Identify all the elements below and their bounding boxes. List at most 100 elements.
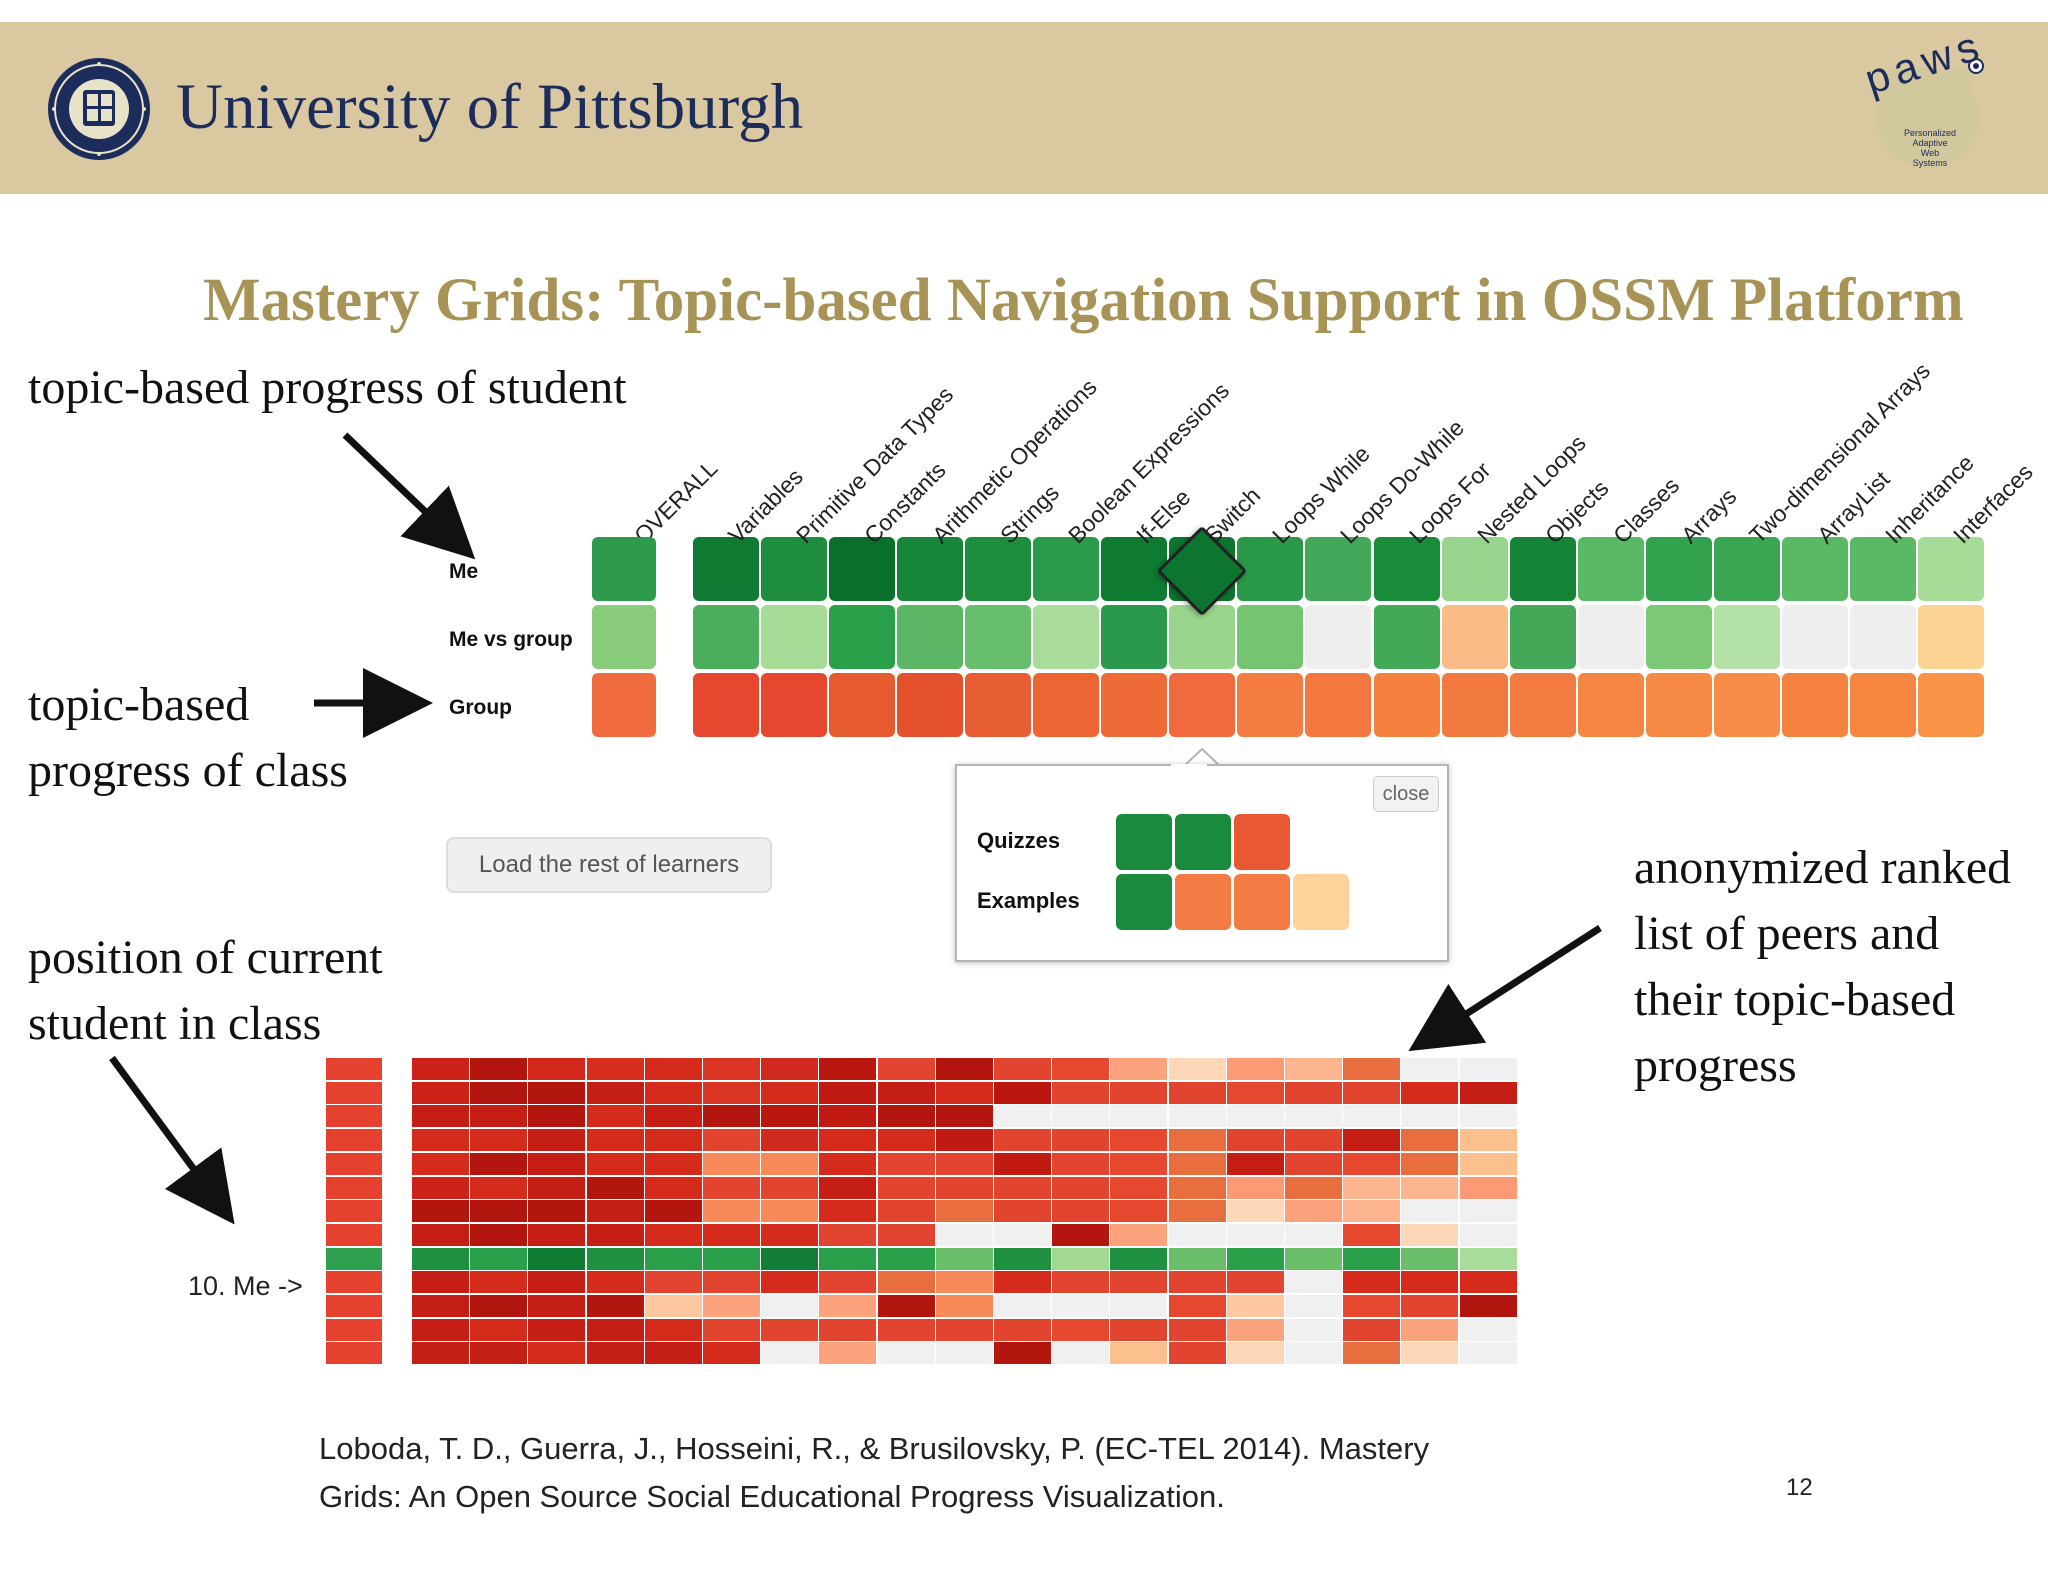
peer-row-5-cell-2[interactable]: [470, 1152, 528, 1175]
peer-row-2-cell-3[interactable]: [528, 1081, 586, 1104]
peer-row-13-cell-13[interactable]: [1110, 1342, 1168, 1365]
peer-row-11-cell-11[interactable]: [994, 1295, 1051, 1317]
peer-row-13-cell-19[interactable]: [1459, 1342, 1517, 1365]
cell-me-primitive-data-types[interactable]: [761, 537, 828, 601]
peer-row-4-cell-18[interactable]: [1401, 1129, 1459, 1152]
peer-row-9-cell-19[interactable]: [1459, 1247, 1517, 1270]
peer-row-11-cell-7[interactable]: [761, 1295, 819, 1317]
popup-cell-examples-3[interactable]: [1234, 874, 1290, 930]
peer-row-11-cell-15[interactable]: [1226, 1295, 1284, 1317]
peer-row-13-cell-12[interactable]: [1052, 1342, 1110, 1365]
peer-row-3-cell-18[interactable]: [1401, 1105, 1459, 1128]
peer-row-1-cell-7[interactable]: [761, 1058, 819, 1080]
peer-row-7-cell-6[interactable]: [703, 1200, 760, 1223]
cell-me-arrays[interactable]: [1645, 537, 1712, 601]
peer-row-10-cell-8[interactable]: [819, 1271, 877, 1294]
peer-row-2-cell-14[interactable]: [1168, 1081, 1226, 1104]
peer-row-6-cell-2[interactable]: [470, 1176, 528, 1199]
cell-group-loops-while[interactable]: [1237, 673, 1304, 737]
cell-group-overall[interactable]: [592, 673, 656, 737]
cell-me-strings[interactable]: [965, 537, 1032, 601]
peer-row-8-cell-10[interactable]: [935, 1223, 993, 1246]
peer-row-5-cell-1[interactable]: [412, 1152, 469, 1175]
peer-row-7-overall[interactable]: [326, 1200, 382, 1223]
peer-row-1-cell-11[interactable]: [994, 1058, 1051, 1080]
peer-row-3-cell-2[interactable]: [470, 1105, 528, 1128]
peer-row-3-cell-19[interactable]: [1459, 1105, 1517, 1128]
peer-row-13-cell-10[interactable]: [935, 1342, 993, 1365]
peer-row-3-cell-1[interactable]: [412, 1105, 469, 1128]
peer-row-4-cell-2[interactable]: [470, 1129, 528, 1152]
cell-me-vs-group-two-dimensional-arrays[interactable]: [1713, 605, 1780, 669]
peer-row-7-cell-2[interactable]: [470, 1200, 528, 1223]
peer-row-5-cell-4[interactable]: [586, 1152, 644, 1175]
peer-row-2-cell-15[interactable]: [1226, 1081, 1284, 1104]
peer-row-5-cell-7[interactable]: [761, 1152, 819, 1175]
peer-row-12-cell-15[interactable]: [1226, 1318, 1284, 1341]
cell-group-variables[interactable]: [693, 673, 759, 737]
peer-row-3-cell-6[interactable]: [703, 1105, 760, 1128]
peer-row-10-cell-5[interactable]: [644, 1271, 702, 1294]
peer-row-10-cell-1[interactable]: [412, 1271, 469, 1294]
peer-row-13-cell-1[interactable]: [412, 1342, 469, 1365]
peer-row-5-cell-17[interactable]: [1343, 1152, 1401, 1175]
peer-row-10-cell-10[interactable]: [935, 1271, 993, 1294]
cell-me-vs-group-boolean-expressions[interactable]: [1033, 605, 1100, 669]
peer-row-5-cell-12[interactable]: [1052, 1152, 1110, 1175]
cell-me-vs-group-loops-for[interactable]: [1373, 605, 1440, 669]
peer-row-11-cell-1[interactable]: [412, 1295, 469, 1317]
peer-row-9-cell-15[interactable]: [1226, 1247, 1284, 1270]
peer-row-10-cell-14[interactable]: [1168, 1271, 1226, 1294]
peer-row-5-cell-19[interactable]: [1459, 1152, 1517, 1175]
peer-row-1-cell-12[interactable]: [1052, 1058, 1110, 1080]
peer-row-12-cell-18[interactable]: [1401, 1318, 1459, 1341]
peer-row-4-cell-3[interactable]: [528, 1129, 586, 1152]
peer-row-13-overall[interactable]: [326, 1342, 382, 1365]
peer-row-2-cell-10[interactable]: [935, 1081, 993, 1104]
peer-row-9-cell-16[interactable]: [1285, 1247, 1342, 1270]
peer-row-11-cell-12[interactable]: [1052, 1295, 1110, 1317]
peer-row-12-overall[interactable]: [326, 1318, 382, 1341]
peer-row-4-cell-17[interactable]: [1343, 1129, 1401, 1152]
peer-row-6-cell-12[interactable]: [1052, 1176, 1110, 1199]
peer-row-6-cell-16[interactable]: [1285, 1176, 1342, 1199]
peer-row-10-cell-4[interactable]: [586, 1271, 644, 1294]
peer-row-2-cell-16[interactable]: [1285, 1081, 1342, 1104]
peer-row-12-cell-12[interactable]: [1052, 1318, 1110, 1341]
cell-me-vs-group-strings[interactable]: [965, 605, 1032, 669]
cell-group-arrays[interactable]: [1645, 673, 1712, 737]
peer-row-9-cell-13[interactable]: [1110, 1247, 1168, 1270]
peer-row-1-cell-10[interactable]: [935, 1058, 993, 1080]
peer-row-13-cell-3[interactable]: [528, 1342, 586, 1365]
cell-me-nested-loops[interactable]: [1441, 537, 1508, 601]
cell-me-vs-group-constants[interactable]: [829, 605, 896, 669]
peer-row-6-cell-1[interactable]: [412, 1176, 469, 1199]
peer-row-12-cell-4[interactable]: [586, 1318, 644, 1341]
popup-cell-quizzes-3[interactable]: [1234, 814, 1290, 870]
peer-row-3-overall[interactable]: [326, 1105, 382, 1128]
peer-row-8-cell-13[interactable]: [1110, 1223, 1168, 1246]
cell-me-interfaces[interactable]: [1917, 537, 1984, 601]
peer-row-13-cell-15[interactable]: [1226, 1342, 1284, 1365]
peer-row-7-cell-14[interactable]: [1168, 1200, 1226, 1223]
peer-row-5-cell-8[interactable]: [819, 1152, 877, 1175]
cell-me-vs-group-switch[interactable]: [1169, 605, 1236, 669]
peer-row-6-cell-19[interactable]: [1459, 1176, 1517, 1199]
peer-row-5-cell-9[interactable]: [877, 1152, 935, 1175]
peer-row-12-cell-2[interactable]: [470, 1318, 528, 1341]
peer-row-12-cell-14[interactable]: [1168, 1318, 1226, 1341]
peer-row-6-cell-3[interactable]: [528, 1176, 586, 1199]
peer-row-9-cell-6[interactable]: [703, 1247, 760, 1270]
peer-row-7-cell-15[interactable]: [1226, 1200, 1284, 1223]
peer-row-6-cell-17[interactable]: [1343, 1176, 1401, 1199]
peer-row-11-cell-9[interactable]: [877, 1295, 935, 1317]
peer-row-4-cell-5[interactable]: [644, 1129, 702, 1152]
peer-row-1-cell-13[interactable]: [1110, 1058, 1168, 1080]
peer-row-6-cell-11[interactable]: [994, 1176, 1051, 1199]
peer-row-5-cell-6[interactable]: [703, 1152, 760, 1175]
peer-row-13-cell-17[interactable]: [1343, 1342, 1401, 1365]
peer-row-13-cell-6[interactable]: [703, 1342, 760, 1365]
cell-group-primitive-data-types[interactable]: [761, 673, 828, 737]
peer-row-11-cell-6[interactable]: [703, 1295, 760, 1317]
cell-group-loops-for[interactable]: [1373, 673, 1440, 737]
